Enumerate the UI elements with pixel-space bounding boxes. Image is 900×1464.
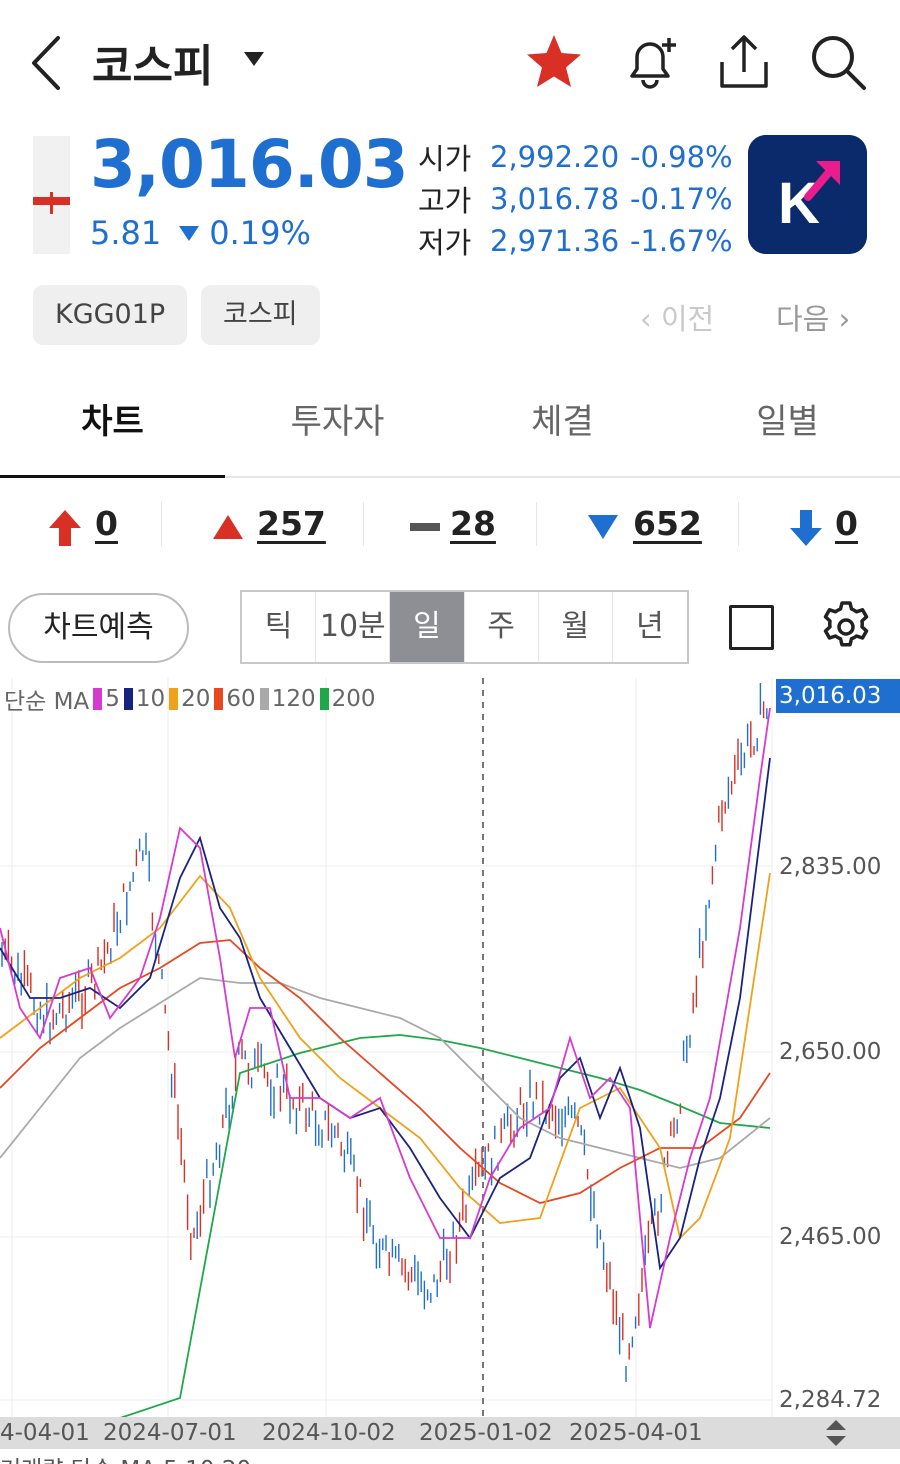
ma10-label: 10 [135,686,166,712]
symbol-code-tag[interactable]: KGG01P [33,285,188,345]
alert-bell-icon[interactable] [620,32,680,92]
resize-handle-icon[interactable] [824,1419,848,1447]
advance-triangle-icon [213,515,243,539]
high-row: 고가 3,016.78 -0.17% [418,178,738,220]
daily-candle-indicator [33,136,70,254]
y-tick-label: 2,284.72 [779,1387,882,1413]
ma200-swatch [319,688,329,710]
ma5-swatch [93,688,103,710]
price-change: 5.81 0.19% [90,214,311,252]
ohl-summary: 시가 2,992.20 -0.98% 고가 3,016.78 -0.17% 저가… [418,136,738,262]
advance-count[interactable]: 257 [257,504,326,543]
prev-button[interactable]: ‹ 이전 [640,302,715,336]
open-row: 시가 2,992.20 -0.98% [418,136,738,178]
change-value: 5.81 [90,214,162,252]
ma20-swatch [169,688,179,710]
ma5-label: 5 [105,686,120,712]
period-tick[interactable]: 틱 [242,592,317,662]
market-breadth: 0 257 28 652 0 [0,492,900,562]
ma60-label: 60 [226,686,256,712]
low-percent: -1.67% [630,224,733,258]
ma120-label: 120 [271,686,316,712]
open-value: 2,992.20 [490,140,620,174]
page-title[interactable]: 코스피 [92,41,214,92]
tab-trades[interactable]: 체결 [531,402,594,442]
volume-legend: 거래량 단순 MA 5 10 20 [0,1450,251,1464]
ma120-swatch [259,688,269,710]
x-axis-bar[interactable] [0,1417,900,1449]
x-tick-label: 2024-07-01 [103,1420,237,1446]
period-year[interactable]: 년 [636,609,664,644]
open-label: 시가 [418,142,472,176]
change-percent: 0.19% [209,214,311,252]
fullscreen-square-icon[interactable] [729,605,774,650]
y-tick-label: 2,650.00 [779,1039,882,1065]
y-tick-label: 2,835.00 [779,854,882,880]
next-label: 다음 [776,302,830,336]
upper-limit-arrow-icon [49,510,81,546]
gear-icon[interactable] [819,600,873,654]
price-chart[interactable] [0,678,900,1464]
period-10min[interactable]: 10분 [316,592,391,662]
market-tag[interactable]: 코스피 [201,285,320,345]
favorite-star-icon[interactable] [524,32,584,92]
title-dropdown-icon[interactable] [244,52,264,66]
low-value: 2,971.36 [490,224,620,258]
ma200-label: 200 [331,686,376,712]
tab-daily[interactable]: 일별 [756,402,819,442]
chart-predict-button[interactable]: 차트예측 [8,593,189,663]
current-price: 3,016.03 [90,126,409,203]
x-tick-label: 2025-01-02 [419,1420,553,1446]
lower-limit-arrow-icon [790,510,822,546]
period-selector: 틱 10분 일 주 월 년 [240,590,689,664]
period-month[interactable]: 월 [539,592,613,662]
high-value: 3,016.78 [490,182,620,216]
low-row: 저가 2,971.36 -1.67% [418,220,738,262]
unchanged-count[interactable]: 28 [450,504,496,543]
ma10-swatch [123,688,133,710]
lower-limit-count[interactable]: 0 [835,504,858,543]
ma-legend[interactable]: 단순 MA 5 10 20 60 120 200 [4,682,376,716]
high-label: 고가 [418,184,472,218]
low-label: 저가 [418,226,472,260]
open-percent: -0.98% [630,140,733,174]
x-tick-label: 2025-04-01 [569,1420,703,1446]
main-tabs: 차트 투자자 체결 일별 [0,380,900,478]
decline-count[interactable]: 652 [633,504,702,543]
unchanged-dash-icon [410,523,440,531]
x-tick-label: 4-04-01 [0,1420,90,1446]
x-tick-label: 2024-10-02 [262,1420,396,1446]
tab-investors[interactable]: 투자자 [290,402,385,442]
search-icon[interactable] [808,32,868,92]
prev-label: 이전 [660,302,715,336]
top-bar: 코스피 [0,0,900,120]
next-button[interactable]: 다음 › [776,302,851,336]
y-tick-label: 2,465.00 [779,1224,882,1250]
upper-limit-count[interactable]: 0 [95,504,118,543]
ma20-label: 20 [181,686,211,712]
tab-chart[interactable]: 차트 [0,380,225,478]
period-week[interactable]: 주 [465,592,539,662]
svg-text:K: K [778,171,820,236]
back-arrow-icon[interactable] [28,34,68,92]
high-percent: -0.17% [630,182,733,216]
ma60-swatch [214,688,224,710]
decline-triangle-icon [588,515,618,539]
app-logo-icon[interactable]: K [748,135,867,254]
last-price-tag: 3,016.03 [776,679,900,713]
ma-legend-title: 단순 MA [4,689,90,715]
share-icon[interactable] [714,32,774,92]
period-day[interactable]: 일 [390,592,465,662]
down-triangle-icon [179,225,200,241]
